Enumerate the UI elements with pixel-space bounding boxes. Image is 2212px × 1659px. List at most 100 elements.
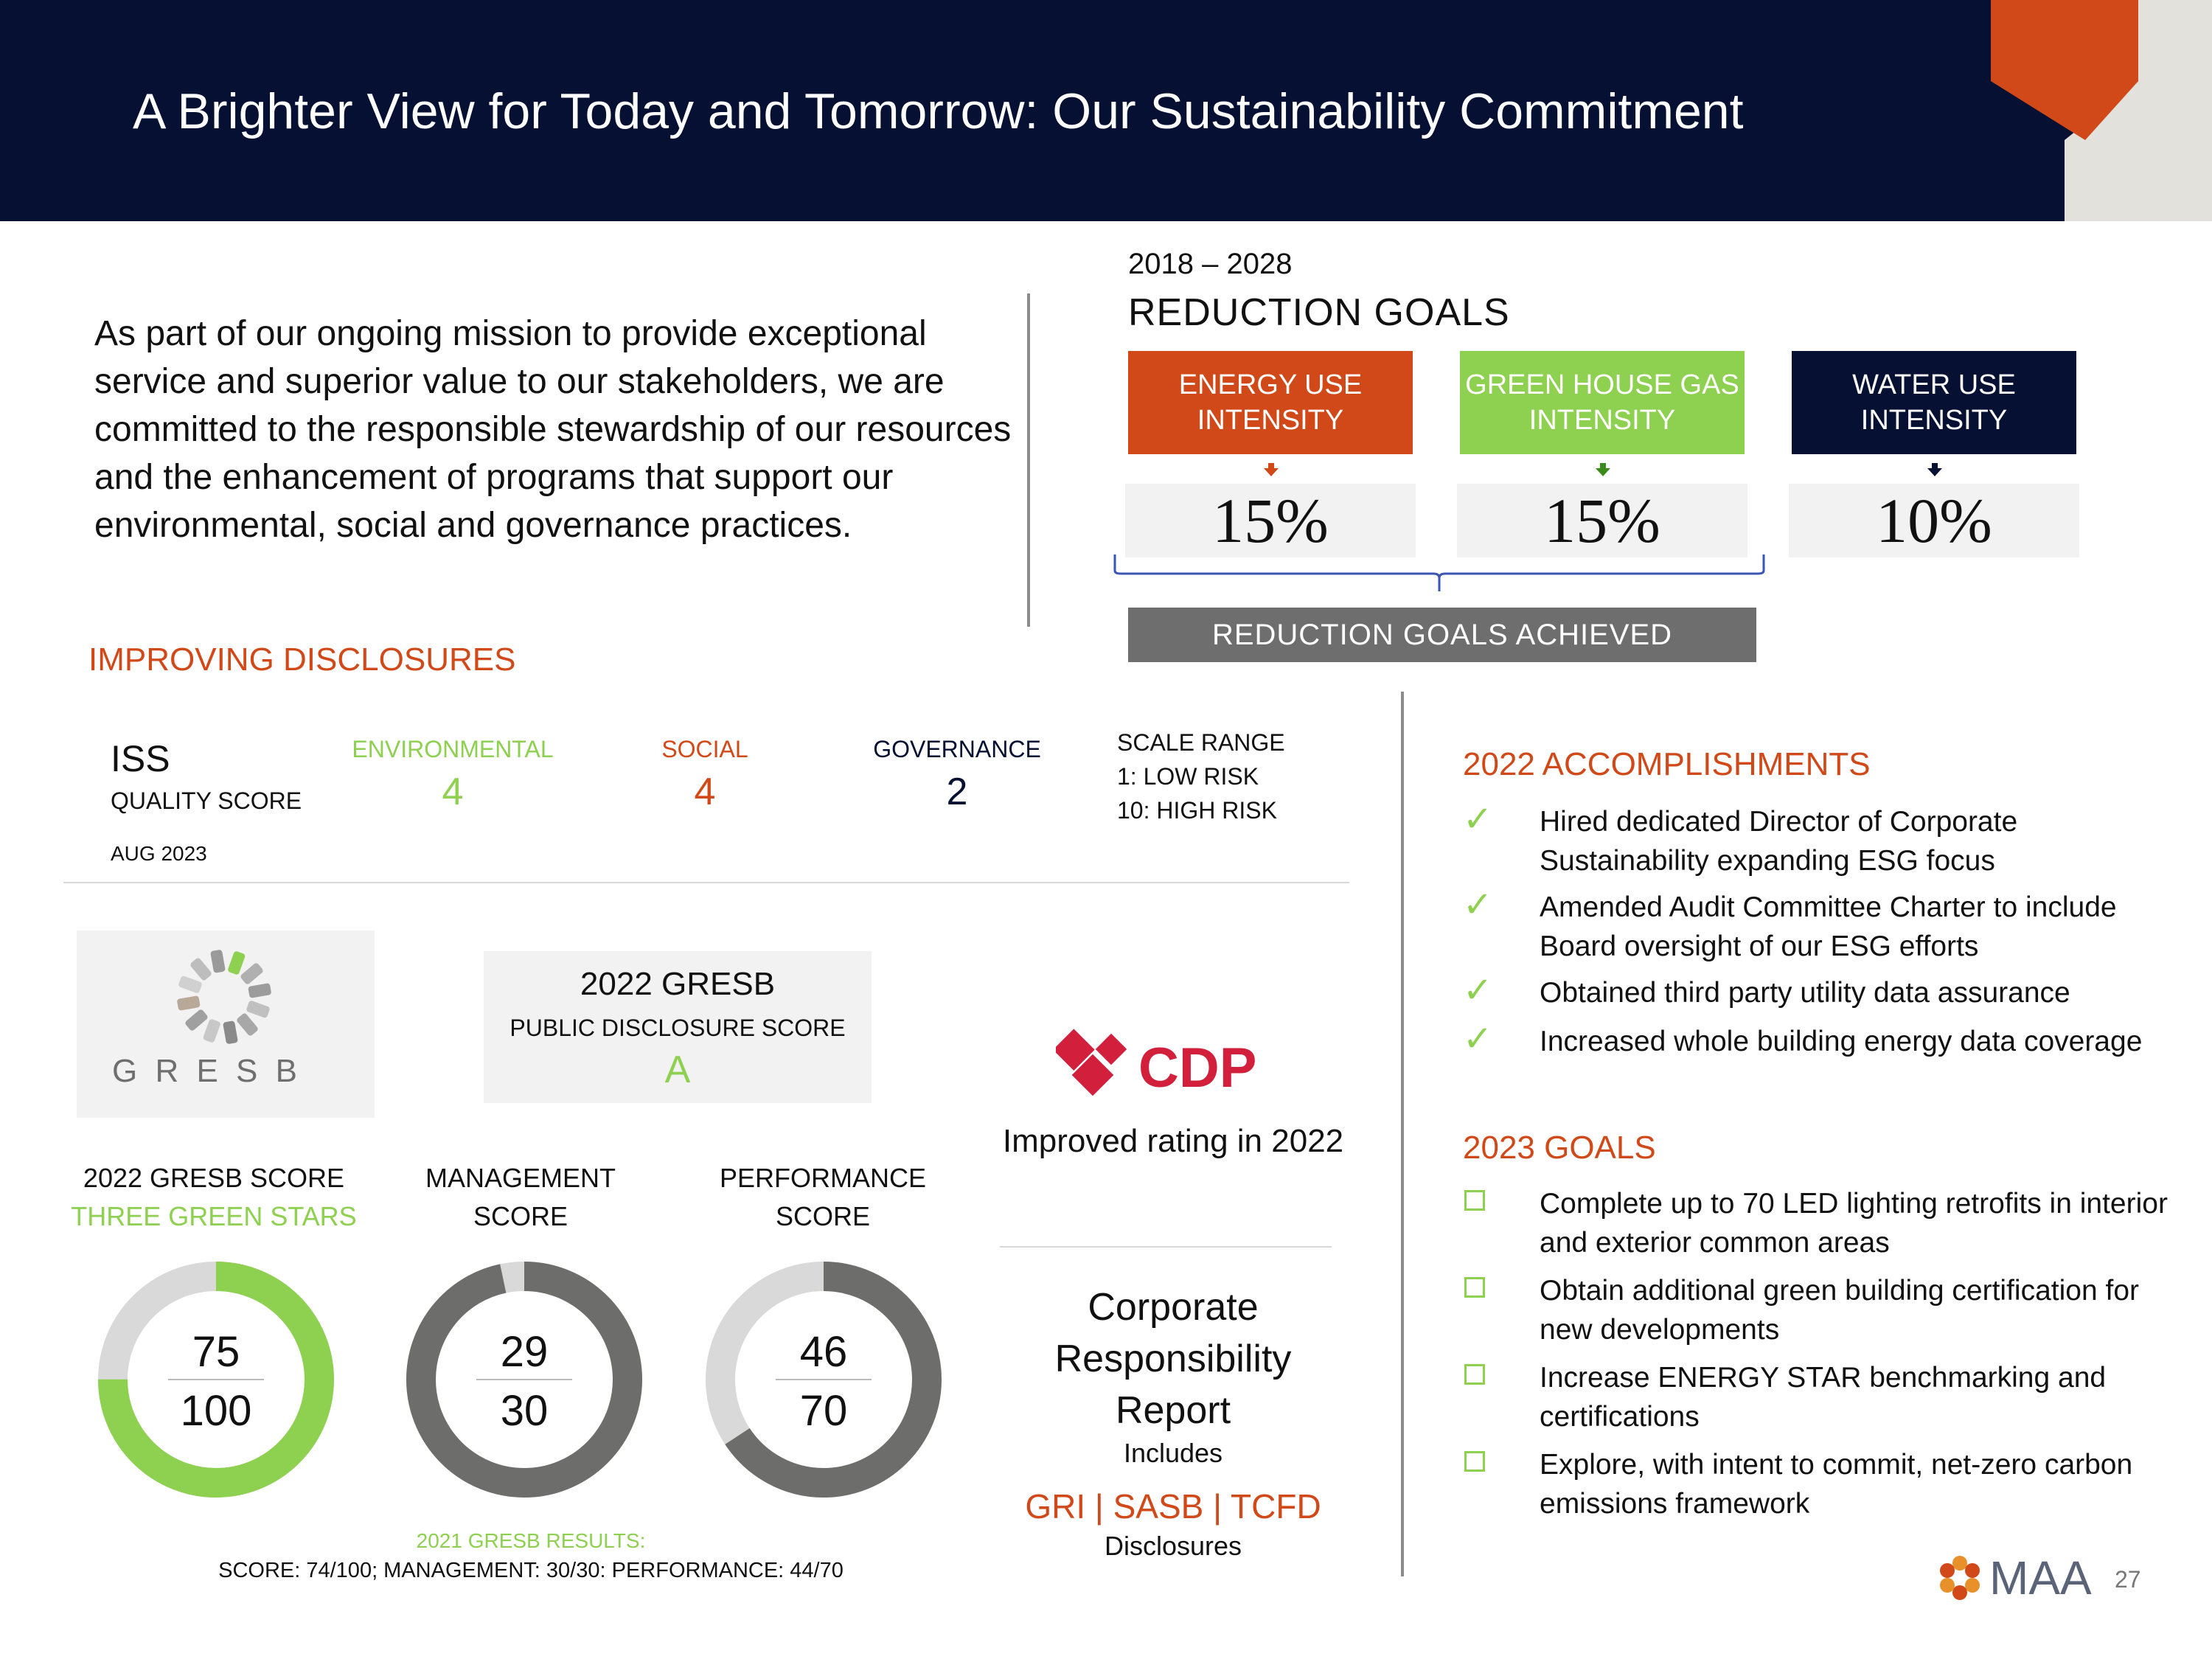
page-title: A Brighter View for Today and Tomorrow: …	[133, 83, 1744, 139]
performance-score-value: 46	[799, 1328, 848, 1376]
donut-arc	[98, 1262, 334, 1498]
social-label: SOCIAL	[661, 736, 748, 762]
performance-score-donut	[706, 1262, 942, 1498]
management-score-label: MANAGEMENT SCORE	[366, 1159, 675, 1236]
accomplishment-item: ✓ Hired dedicated Director of Corporate …	[1463, 802, 2200, 883]
gresb-score-label: 2022 GRESB SCORE THREE GREEN STARS	[59, 1159, 369, 1236]
score-date: AUG 2023	[111, 842, 207, 865]
gresb-stars: THREE GREEN STARS	[71, 1201, 357, 1231]
cdp-rating: Improved rating in 2022	[1002, 1123, 1344, 1159]
donut-arc	[706, 1262, 942, 1498]
gresb-box-subtitle: PUBLIC DISCLOSURE SCORE	[509, 1015, 846, 1041]
donut-arc	[406, 1262, 642, 1498]
management-label-line1: MANAGEMENT	[425, 1163, 616, 1193]
fraction-line	[168, 1379, 264, 1380]
environmental-score: 4	[442, 771, 464, 813]
vertical-divider	[1027, 293, 1030, 627]
vertical-divider	[1401, 692, 1404, 1576]
header-band	[0, 0, 2212, 221]
reduction-achieved-banner: REDUCTION GOALS ACHIEVED	[1128, 608, 1756, 662]
disclosures-heading: IMPROVING DISCLOSURES	[88, 641, 516, 678]
performance-label-line1: PERFORMANCE	[719, 1163, 927, 1193]
accomplishment-item: ✓ Increased whole building energy data c…	[1463, 1022, 2200, 1103]
accomplishment-text: Hired dedicated Director of Corporate Su…	[1540, 806, 2018, 877]
gresb-box-grade: A	[664, 1048, 691, 1091]
goal-ghg-label: GREEN HOUSE GAS INTENSITY	[1460, 351, 1745, 454]
gresb-ring-icon	[177, 950, 271, 1044]
maa-star-icon	[1940, 1556, 1980, 1600]
gresb-2021-detail: SCORE: 74/100; MANAGEMENT: 30/30: PERFOR…	[218, 1559, 844, 1582]
gresb-score-value: 75	[192, 1328, 240, 1376]
csr-frameworks: GRI | SASB | TCFD	[1025, 1487, 1321, 1526]
gresb-score-donut	[98, 1262, 334, 1498]
goal-item: Increase ENERGY STAR benchmarking and ce…	[1463, 1358, 2200, 1439]
checkbox-empty-icon	[1464, 1451, 1485, 1472]
goal-item: Complete up to 70 LED lighting retrofits…	[1463, 1184, 2200, 1265]
gresb-logo-text: G R E S B	[112, 1053, 302, 1089]
accomplishments-heading: 2022 ACCOMPLISHMENTS	[1463, 746, 1871, 782]
maa-logo: MAA	[1940, 1551, 2092, 1604]
csr-disclosures: Disclosures	[1104, 1531, 1242, 1561]
scale-high: 10: HIGH RISK	[1117, 797, 1277, 824]
checkmark-icon: ✓	[1463, 1020, 1493, 1059]
accomplishment-item: ✓ Amended Audit Committee Charter to inc…	[1463, 888, 2200, 969]
scale-range: SCALE RANGE 1: LOW RISK 10: HIGH RISK	[1117, 726, 1285, 827]
performance-score-total: 70	[799, 1387, 848, 1435]
checkmark-icon: ✓	[1463, 800, 1493, 839]
goal-ghg-value: 15%	[1457, 484, 1747, 557]
management-score-value: 29	[500, 1328, 549, 1376]
checkmark-icon: ✓	[1463, 886, 1493, 925]
csr-title: Corporate Responsibility Report	[1054, 1286, 1292, 1432]
goal-text: Obtain additional green building certifi…	[1540, 1275, 2140, 1346]
gresb-box-title: 2022 GRESB	[580, 966, 776, 1002]
gresb-score-total: 100	[180, 1387, 252, 1435]
gresb-disclosure-box: 2022 GRESB PUBLIC DISCLOSURE SCORE A	[484, 951, 872, 1103]
arrow-down-icon	[1927, 463, 1942, 476]
gresb-logo: G R E S B	[77, 931, 375, 1118]
page-number: 27	[2115, 1566, 2141, 1593]
goal-text: Explore, with intent to commit, net-zero…	[1540, 1449, 2133, 1520]
environmental-label: ENVIRONMENTAL	[352, 736, 554, 762]
goal-water-label: WATER USE INTENSITY	[1792, 351, 2076, 454]
goal-water-value: 10%	[1789, 484, 2079, 557]
fraction-line	[776, 1379, 872, 1380]
performance-score-label: PERFORMANCE SCORE	[668, 1159, 978, 1236]
cdp-logo: CDP	[1056, 1029, 1256, 1097]
goal-text: Complete up to 70 LED lighting retrofits…	[1540, 1188, 2168, 1259]
gresb-score-title: 2022 GRESB SCORE	[83, 1163, 345, 1193]
goal-item: Obtain additional green building certifi…	[1463, 1271, 2200, 1352]
checkbox-empty-icon	[1464, 1277, 1485, 1298]
corner-decoration	[1991, 0, 2212, 221]
governance-score: 2	[946, 771, 968, 813]
accomplishment-text: Amended Audit Committee Charter to inclu…	[1540, 891, 2117, 962]
reduction-heading: REDUCTION GOALS	[1128, 291, 1510, 334]
checkbox-empty-icon	[1464, 1190, 1485, 1211]
goal-item: Explore, with intent to commit, net-zero…	[1463, 1445, 2200, 1526]
governance-label: GOVERNANCE	[873, 736, 1041, 762]
goal-text: Increase ENERGY STAR benchmarking and ce…	[1540, 1362, 2107, 1433]
iss-label: ISS	[111, 738, 170, 779]
management-score-donut	[406, 1262, 642, 1498]
accomplishment-item: ✓ Obtained third party utility data assu…	[1463, 973, 2200, 1018]
goal-energy-value: 15%	[1125, 484, 1416, 557]
accomplishment-text: Obtained third party utility data assura…	[1540, 977, 2070, 1009]
management-score-total: 30	[500, 1387, 549, 1435]
scale-title: SCALE RANGE	[1117, 729, 1285, 756]
maa-logo-text: MAA	[1989, 1551, 2092, 1604]
arrow-down-icon	[1596, 463, 1610, 476]
social-score: 4	[694, 771, 716, 813]
fraction-line	[476, 1379, 572, 1380]
quality-score-label: QUALITY SCORE	[111, 787, 302, 814]
arrow-down-icon	[1264, 463, 1279, 476]
csr-includes: Includes	[1123, 1438, 1223, 1468]
reduction-years: 2018 – 2028	[1128, 248, 1293, 280]
checkbox-empty-icon	[1464, 1364, 1485, 1385]
mission-statement: As part of our ongoing mission to provid…	[94, 314, 1012, 545]
scale-low: 1: LOW RISK	[1117, 763, 1259, 790]
performance-label-line2: SCORE	[775, 1201, 871, 1231]
goals-2023-heading: 2023 GOALS	[1463, 1130, 1656, 1166]
horizontal-divider	[1000, 1246, 1332, 1248]
cdp-logo-text: CDP	[1138, 1037, 1256, 1097]
gresb-2021-heading: 2021 GRESB RESULTS:	[416, 1529, 646, 1552]
checkmark-icon: ✓	[1463, 971, 1493, 1010]
